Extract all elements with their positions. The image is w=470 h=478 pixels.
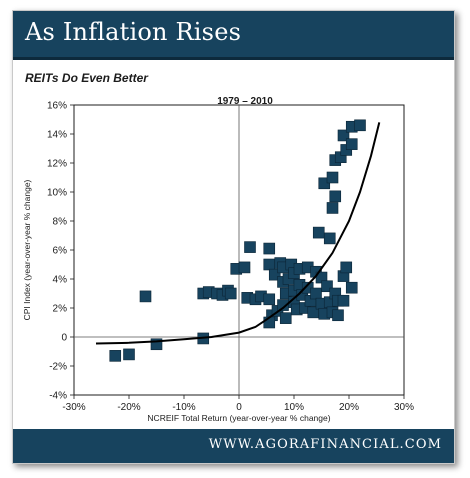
data-point: [279, 312, 292, 324]
x-tick-label: 30%: [394, 402, 414, 413]
x-tick-label: -20%: [117, 402, 140, 413]
chart-subtitle: REITs Do Even Better: [25, 71, 148, 85]
data-point: [263, 293, 276, 306]
data-point: [337, 129, 350, 142]
data-point: [318, 177, 331, 190]
scatter-chart: 1979 – 2010 -4%-2%02%4%6%8%10%12%14%16%-…: [22, 96, 414, 423]
y-tick-label: 4%: [53, 275, 68, 286]
y-tick-label: 8%: [53, 217, 68, 228]
y-tick-label: 0: [61, 333, 67, 344]
header-banner: As Inflation Rises: [13, 11, 454, 60]
x-tick-label: -10%: [172, 402, 195, 413]
data-point: [150, 338, 163, 351]
chart-card: As Inflation Rises REITs Do Even Better …: [12, 10, 455, 464]
data-point: [337, 294, 350, 307]
data-point: [326, 171, 339, 184]
y-tick-label: 6%: [53, 246, 68, 257]
chart-title: 1979 – 2010: [217, 96, 273, 107]
point-layer: [109, 119, 366, 362]
data-point: [354, 119, 366, 132]
data-point: [139, 290, 152, 303]
trend-curve: [95, 122, 381, 345]
data-point: [312, 226, 325, 239]
data-point: [109, 350, 122, 362]
y-tick-label: 16%: [47, 101, 67, 112]
y-tick-label: 2%: [53, 304, 68, 315]
data-point: [332, 309, 344, 322]
data-point: [263, 258, 276, 271]
x-tick-label: 0: [236, 402, 242, 413]
footer-bar: WWW.AGORAFINANCIAL.COM: [13, 429, 454, 463]
data-point: [224, 287, 237, 300]
y-tick-label: -2%: [49, 362, 67, 373]
y-axis-label: CPI Index (year-over-year % change): [22, 179, 32, 320]
data-point: [310, 287, 322, 300]
data-point: [321, 280, 333, 293]
x-tick-label: -30%: [62, 402, 85, 413]
y-tick-label: -4%: [49, 391, 67, 402]
data-point: [323, 232, 336, 245]
footer-url: WWW.AGORAFINANCIAL.COM: [208, 437, 442, 452]
data-point: [329, 190, 342, 203]
data-point: [345, 138, 358, 150]
data-point: [326, 202, 339, 214]
data-point: [263, 242, 276, 255]
data-point: [123, 348, 135, 361]
y-tick-label: 14%: [47, 130, 67, 141]
page-title: As Inflation Rises: [25, 18, 242, 46]
y-tick-label: 12%: [47, 159, 67, 170]
x-axis-label: NCREIF Total Return (year-over-year % ch…: [147, 413, 330, 423]
y-tick-label: 10%: [47, 188, 67, 199]
data-point: [238, 261, 251, 274]
data-point: [340, 261, 353, 274]
axis-layer: -4% -2% 0 2% 4% 6% 8% 10% 12% 14% 16% -30% -20% -10% 0…: [47, 101, 414, 414]
data-point: [244, 241, 256, 253]
x-tick-label: 10%: [284, 402, 304, 413]
data-point: [268, 268, 281, 281]
x-tick-label: 20%: [339, 402, 359, 413]
data-point: [345, 281, 358, 294]
